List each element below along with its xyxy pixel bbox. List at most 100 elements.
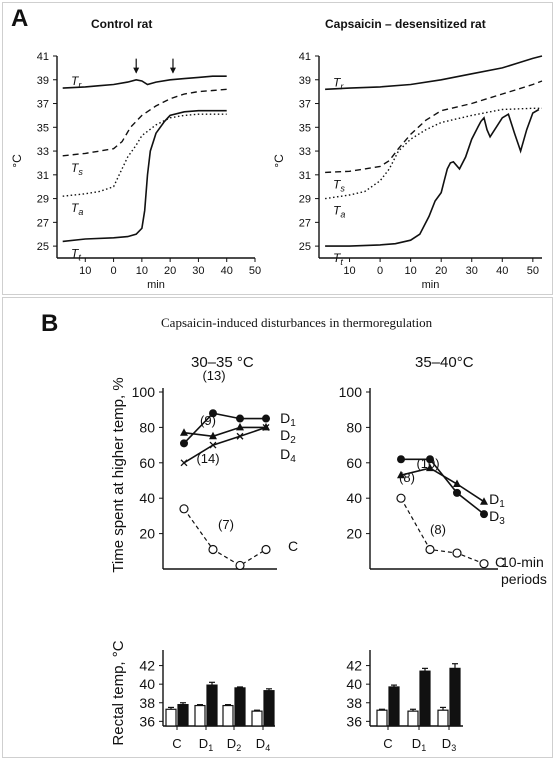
period-note-line1: 10-min <box>501 554 544 570</box>
bar-before-d3 <box>437 709 449 727</box>
data-point-d4 <box>180 459 188 467</box>
y-tick-label: 33 <box>37 146 49 158</box>
data-point-c <box>425 544 435 555</box>
data-point-d1 <box>262 414 270 423</box>
series-line-c <box>400 497 485 565</box>
panel-a-label: A <box>11 5 29 32</box>
sample-size-annotation: (10) <box>416 456 439 471</box>
series-label-ts: Ts <box>333 177 345 193</box>
data-point-d3 <box>453 488 461 497</box>
data-point-d3 <box>397 455 405 464</box>
y-tick-label: 60 <box>139 455 155 471</box>
y-tick-label: 80 <box>139 419 155 435</box>
series-line-tt <box>325 108 540 247</box>
y-tick-label: 27 <box>299 217 311 229</box>
data-point-d2 <box>209 431 217 440</box>
panel-b: B Capsaicin-induced disturbances in ther… <box>2 297 553 758</box>
sample-size-annotation: (8) <box>430 522 446 537</box>
series-label-d4: D4 <box>280 446 296 465</box>
data-point-d1 <box>236 414 244 423</box>
bar-before-c <box>376 709 388 727</box>
y-tick-label: 80 <box>346 419 362 435</box>
series-label-d1: D1 <box>280 410 296 429</box>
y-tick-label: 31 <box>299 170 311 182</box>
x-tick-label: 0 <box>111 265 117 277</box>
y-tick-label: 37 <box>299 99 311 111</box>
temperature-plot-1: 25 27 29 31 33 35 37 39 41 10 0 10 20 30 40 50 min °C Tr Ts… <box>272 51 543 291</box>
series-label-tr: Tr <box>333 75 344 91</box>
x-tick-label: 40 <box>221 265 233 277</box>
series-label-tr: Tr <box>71 74 82 90</box>
y-tick-label: 29 <box>299 194 311 206</box>
condition-title-right: 35–40°C <box>415 354 474 371</box>
data-point-d4 <box>236 432 244 440</box>
period-note-line2: periods <box>501 571 547 587</box>
series-line-d2 <box>183 426 266 438</box>
y-axis-label: °C <box>10 154 24 168</box>
series-line-d3 <box>401 458 485 515</box>
sample-size-annotation: (14) <box>196 451 219 466</box>
y-tick-label: 29 <box>37 194 49 206</box>
series-label-ts: Ts <box>71 161 83 177</box>
series-label-c: C <box>288 538 298 554</box>
y-tick-label: 20 <box>346 526 362 542</box>
series-label-ta: Ta <box>333 204 345 220</box>
arrow-head <box>133 67 140 74</box>
panel-a-plots: 25 27 29 31 33 35 37 39 41 10 0 10 20 30 40 50 min °C Tr Ts… <box>10 51 543 291</box>
series-label-d2: D2 <box>280 427 296 446</box>
x-tick-label: 20 <box>435 265 447 277</box>
series-line-tr <box>325 55 543 91</box>
bar-after-d3 <box>449 667 461 727</box>
x-tick-label: 40 <box>496 265 508 277</box>
y-tick-label: 40 <box>346 490 362 506</box>
category-label-d4: D4 <box>256 736 270 753</box>
y-tick-label: 41 <box>37 51 49 63</box>
data-point-c <box>208 544 218 555</box>
series-label-d3: D3 <box>489 508 505 527</box>
series-line-d1 <box>183 412 266 444</box>
y-tick-label: 100 <box>339 384 363 400</box>
y-tick-label: 41 <box>299 51 311 63</box>
series-label-tt: Tt <box>71 246 81 262</box>
y-tick-label: 38 <box>139 695 155 711</box>
series-line-ta <box>62 113 227 197</box>
control-rat-title: Control rat <box>91 17 153 31</box>
y-tick-label: 100 <box>132 384 156 400</box>
y-tick-label: 25 <box>299 241 311 253</box>
x-tick-label: 10 <box>79 265 91 277</box>
data-point-d4 <box>209 441 217 449</box>
arrow-head <box>169 67 176 74</box>
bar-after-d4 <box>263 690 275 727</box>
x-tick-label: 0 <box>377 265 383 277</box>
x-axis-label: min <box>422 279 440 291</box>
data-point-c <box>479 559 489 569</box>
category-label-c: C <box>172 736 181 751</box>
bar-before-d4 <box>251 710 263 727</box>
capsaicin-rat-title: Capsaicin – desensitized rat <box>325 17 486 31</box>
y-axis-label: °C <box>272 154 286 168</box>
y-tick-label: 36 <box>139 713 155 729</box>
condition-title-left: 30–35 °C <box>191 354 254 371</box>
category-label-c: C <box>383 736 392 751</box>
x-tick-label: 30 <box>466 265 478 277</box>
x-tick-label: 10 <box>136 265 148 277</box>
y-tick-label: 40 <box>139 676 155 692</box>
y-tick-label: 33 <box>299 146 311 158</box>
data-point-d1 <box>426 463 434 472</box>
series-line-ts <box>325 80 543 174</box>
x-tick-label: 50 <box>249 265 261 277</box>
x-tick-label: 20 <box>164 265 176 277</box>
data-point-d3 <box>426 455 434 464</box>
series-line-ta <box>324 107 542 200</box>
series-label-tt: Tt <box>333 251 343 267</box>
temperature-plot-0: 25 27 29 31 33 35 37 39 41 10 0 10 20 30 40 50 min °C Tr Ts… <box>10 51 261 291</box>
category-label-d2: D2 <box>227 736 241 753</box>
panel-b-label: B <box>41 310 59 337</box>
y-tick-label: 27 <box>37 217 49 229</box>
series-label-ta: Ta <box>71 201 83 217</box>
series-line-c <box>183 508 267 567</box>
series-line-tr <box>62 75 227 89</box>
bar-before-d2 <box>222 704 234 727</box>
